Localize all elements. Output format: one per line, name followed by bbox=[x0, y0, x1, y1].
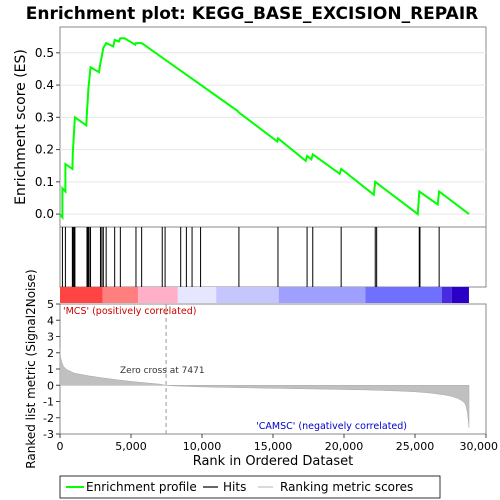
chart-title: Enrichment plot: KEGG_BASE_EXCISION_REPA… bbox=[26, 4, 479, 24]
rank-color-bar bbox=[60, 287, 469, 303]
color-bar-segment bbox=[278, 287, 366, 303]
es-y-tick-label: 0.1 bbox=[35, 175, 54, 189]
legend-metric-label: Ranking metric scores bbox=[280, 480, 413, 494]
x-tick-label: 25,000 bbox=[396, 440, 435, 453]
color-bar-segment bbox=[216, 287, 279, 303]
metric-y-tick-label: 3 bbox=[47, 331, 54, 344]
metric-y-tick-label: -3 bbox=[43, 428, 54, 441]
metric-y-tick-label: 5 bbox=[47, 298, 54, 311]
es-y-ticks: 0.0 0.1 0.2 0.3 0.4 0.5 bbox=[35, 46, 60, 221]
metric-panel: -3 -2 -1 0 1 2 3 4 5 0 5,000 10,000 15,000 20,000 25,… bbox=[24, 269, 498, 469]
x-tick-label: 15,000 bbox=[254, 440, 293, 453]
legend-box bbox=[59, 475, 441, 499]
es-y-tick-label: 0.3 bbox=[35, 110, 54, 124]
es-y-tick-label: 0.2 bbox=[35, 143, 54, 157]
color-bar-segment bbox=[451, 287, 469, 303]
color-bar-segment bbox=[102, 287, 139, 303]
ranking-metric-area bbox=[59, 347, 470, 428]
metric-y-tick-label: -2 bbox=[43, 412, 54, 425]
metric-y-tick-label: 4 bbox=[47, 314, 54, 327]
hit-marks bbox=[61, 227, 440, 287]
zero-cross-label: Zero cross at 7471 bbox=[120, 366, 205, 376]
metric-y-ticks: -3 -2 -1 0 1 2 3 4 5 bbox=[43, 298, 60, 441]
color-bar-segment bbox=[441, 287, 452, 303]
x-tick-label: 0 bbox=[57, 440, 64, 453]
x-tick-label: 30,000 bbox=[460, 440, 499, 453]
x-tick-label: 10,000 bbox=[183, 440, 222, 453]
metric-y-tick-label: 2 bbox=[47, 347, 54, 360]
metric-y-tick-label: 1 bbox=[47, 363, 54, 376]
hits-panel bbox=[59, 226, 487, 288]
es-y-axis-label: Enrichment score (ES) bbox=[13, 49, 29, 205]
positive-correlation-label: 'MCS' (positively correlated) bbox=[63, 306, 196, 317]
metric-y-tick-label: 0 bbox=[47, 379, 54, 392]
es-y-tick-label: 0.5 bbox=[35, 46, 54, 60]
es-gridlines bbox=[60, 52, 486, 215]
x-tick-label: 20,000 bbox=[325, 440, 364, 453]
hits-area bbox=[59, 226, 487, 288]
metric-plot-area bbox=[59, 303, 487, 435]
metric-y-axis-label: Ranked list metric (Signal2Noise) bbox=[24, 269, 38, 468]
x-ticks: 0 5,000 10,000 15,000 20,000 25,000 30,000 bbox=[57, 434, 499, 453]
enrichment-profile-line bbox=[59, 37, 470, 221]
metric-y-tick-label: -1 bbox=[43, 396, 54, 409]
x-tick-label: 5,000 bbox=[115, 440, 147, 453]
negative-correlation-label: 'CAMSC' (negatively correlated) bbox=[256, 421, 407, 432]
legend-hits-label: Hits bbox=[223, 480, 246, 494]
es-y-tick-label: 0.4 bbox=[35, 78, 54, 92]
es-y-tick-label: 0.0 bbox=[35, 207, 54, 221]
x-axis-label: Rank in Ordered Dataset bbox=[193, 454, 354, 469]
es-panel: 0.0 0.1 0.2 0.3 0.4 0.5 Enrichment score (ES) bbox=[13, 26, 487, 228]
color-bar-segment bbox=[60, 287, 103, 303]
color-bar-segment bbox=[177, 287, 217, 303]
color-bar-segment bbox=[365, 287, 442, 303]
legend-enrichment-label: Enrichment profile bbox=[86, 480, 197, 494]
legend: Enrichment profile Hits Ranking metric s… bbox=[59, 475, 441, 499]
es-plot-area bbox=[59, 26, 487, 228]
color-bar-segment bbox=[138, 287, 178, 303]
